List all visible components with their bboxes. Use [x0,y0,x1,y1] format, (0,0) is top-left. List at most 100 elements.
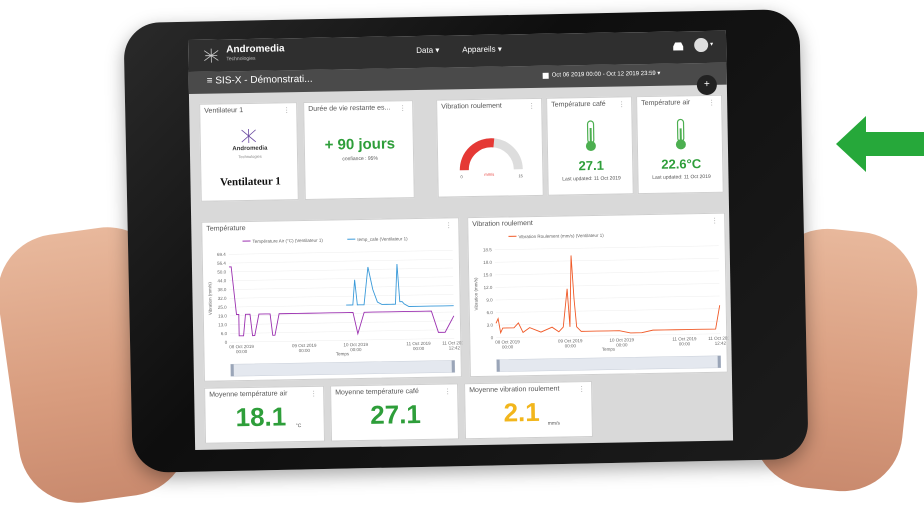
card-ventilateur: Ventilateur 1 ⋮ Andromedia Technologies … [199,102,299,202]
kebab-menu-icon[interactable]: ⋮ [399,104,406,112]
x-axis-label: Temps [336,351,350,356]
y-tick-label: 6.0 [221,331,228,336]
device-label: Ventilateur 1 [201,175,299,189]
kebab-menu-icon[interactable]: ⋮ [578,385,585,393]
card-title: Moyenne température café [335,388,419,396]
y-tick-label: 6.0 [486,310,493,315]
kebab-menu-icon[interactable]: ⋮ [310,390,317,398]
card-vibration-chart: Vibration roulement ⋮ Vibration Roulemen… [467,213,728,377]
logo-text: Andromedia [201,145,299,153]
lifetime-value: + 90 jours [305,135,415,154]
thermometer-icon [673,118,688,150]
x-tick-label: 00:00 [616,342,628,347]
grid-line [495,283,719,287]
kebab-menu-icon[interactable]: ⋮ [618,100,625,108]
grid-line [229,286,453,290]
kebab-menu-icon[interactable]: ⋮ [444,387,451,395]
grid-line [229,259,453,263]
kebab-menu-icon[interactable]: ⋮ [528,102,535,110]
kebab-menu-icon[interactable]: ⋮ [445,221,452,229]
dashboard-screen: Andromedia Technologies Data ▾ Appareils… [188,31,733,450]
y-axis-label: Vibration (mm/s) [207,282,213,316]
temp-air-value: 22.6°C [638,156,724,172]
grid-line [230,330,454,334]
grid-line [495,271,719,275]
card-title: Température [206,225,245,233]
card-title: Moyenne température air [209,390,287,398]
card-temp-air: Température air ⋮ 22.6°C Last updated: 1… [636,95,724,194]
card-avg-air: Moyenne température air ⋮ 18.1 °C [204,386,325,444]
card-title: Vibration roulement [472,220,533,228]
x-tick-label: 00:00 [350,347,362,352]
y-tick-label: 44.0 [217,278,226,283]
card-avg-cafe: Moyenne température café ⋮ 27.1 [330,383,459,441]
card-title: Ventilateur 1 [204,107,243,115]
y-tick-label: 0 [225,340,228,345]
y-tick-label: 9.0 [486,298,493,303]
x-tick-label: 12:42 [449,345,461,350]
range-handle-left [231,364,234,376]
add-widget-button[interactable]: + [697,75,717,95]
x-tick-label: 00:00 [413,346,425,351]
card-temp-cafe: Température café ⋮ 27.1 Last updated: 11… [546,96,634,195]
menu-data[interactable]: Data ▾ [416,46,439,55]
card-title: Moyenne vibration roulement [469,386,559,395]
range-handle-left [497,360,500,372]
grid-line [230,294,454,298]
gauge-unit: mm/s [484,172,494,177]
y-tick-label: 69.4 [217,252,226,257]
x-tick-label: 00:00 [565,343,577,348]
dashboard-title[interactable]: ≡ SIS-X - Démonstrati... [207,74,313,87]
x-axis-label: Temps [602,347,616,352]
card-title: Température café [551,101,606,109]
grid-line [230,321,454,325]
grid-line [496,321,720,325]
green-arrow-icon [834,112,924,176]
confidence-text: confiance : 95% [305,155,415,163]
brand-name: Andromedia [226,43,285,55]
y-tick-label: 13.0 [218,322,227,327]
grid-line [495,258,719,262]
kebab-menu-icon[interactable]: ⋮ [711,217,718,225]
user-avatar[interactable] [694,38,708,52]
series-line [229,263,454,336]
last-updated-text: Last updated: 11 Oct 2019 [638,174,724,182]
y-tick-label: 19.0 [218,313,227,318]
grid-line [229,250,453,254]
x-tick-label: 00:00 [679,341,691,346]
menu-appareils[interactable]: Appareils ▾ [462,45,502,55]
card-title: Vibration roulement [441,103,502,111]
y-tick-label: 32.0 [218,296,227,301]
range-handle-right [718,356,721,368]
avg-cafe-value: 27.1 [331,398,460,431]
y-axis-label: Vibration (mm/s) [473,277,479,311]
temperature-line-chart: Température Air (°C) (Ventilateur 1)temp… [202,230,463,382]
last-updated-text: Last updated: 11 Oct 2019 [548,175,634,182]
card-title: Température air [641,99,690,107]
y-tick-label: 25.0 [218,305,227,310]
kebab-menu-icon[interactable]: ⋮ [283,106,290,114]
date-range-picker[interactable]: Oct 06 2019 00:00 - Oct 12 2019 23:59 ▾ [552,70,661,79]
y-tick-label: 38.0 [218,287,227,292]
legend-label: Température Air (°C) (Ventilateur 1) [252,238,323,244]
y-tick-label: 18.5 [483,247,492,252]
x-tick-label: 12:42 [715,341,727,346]
card-avg-vibration: Moyenne vibration roulement ⋮ 2.1 mm/s [464,381,593,439]
vibration-line-chart: Vibration Roulement (mm/s) (Ventilateur … [468,226,729,378]
x-tick-label: 00:00 [236,349,248,354]
gauge-chart [456,133,527,174]
brand-logo-icon [202,46,220,64]
user-menu-caret[interactable]: ▾ [710,41,713,48]
card-title: Durée de vie restante es... [308,104,390,112]
y-tick-label: 50.0 [217,269,226,274]
avg-air-value: 18.1 [235,401,286,433]
thermometer-icon [583,120,598,152]
grid-line [229,268,453,272]
avg-vibration-value: 2.1 [503,397,540,429]
avg-vibration-unit: mm/s [548,421,560,427]
kebab-menu-icon[interactable]: ⋮ [708,99,715,107]
range-navigator [231,360,455,376]
inbox-icon[interactable] [672,41,684,51]
card-temperature-chart: Température ⋮ Température Air (°C) (Vent… [201,217,462,381]
range-navigator [497,356,721,372]
